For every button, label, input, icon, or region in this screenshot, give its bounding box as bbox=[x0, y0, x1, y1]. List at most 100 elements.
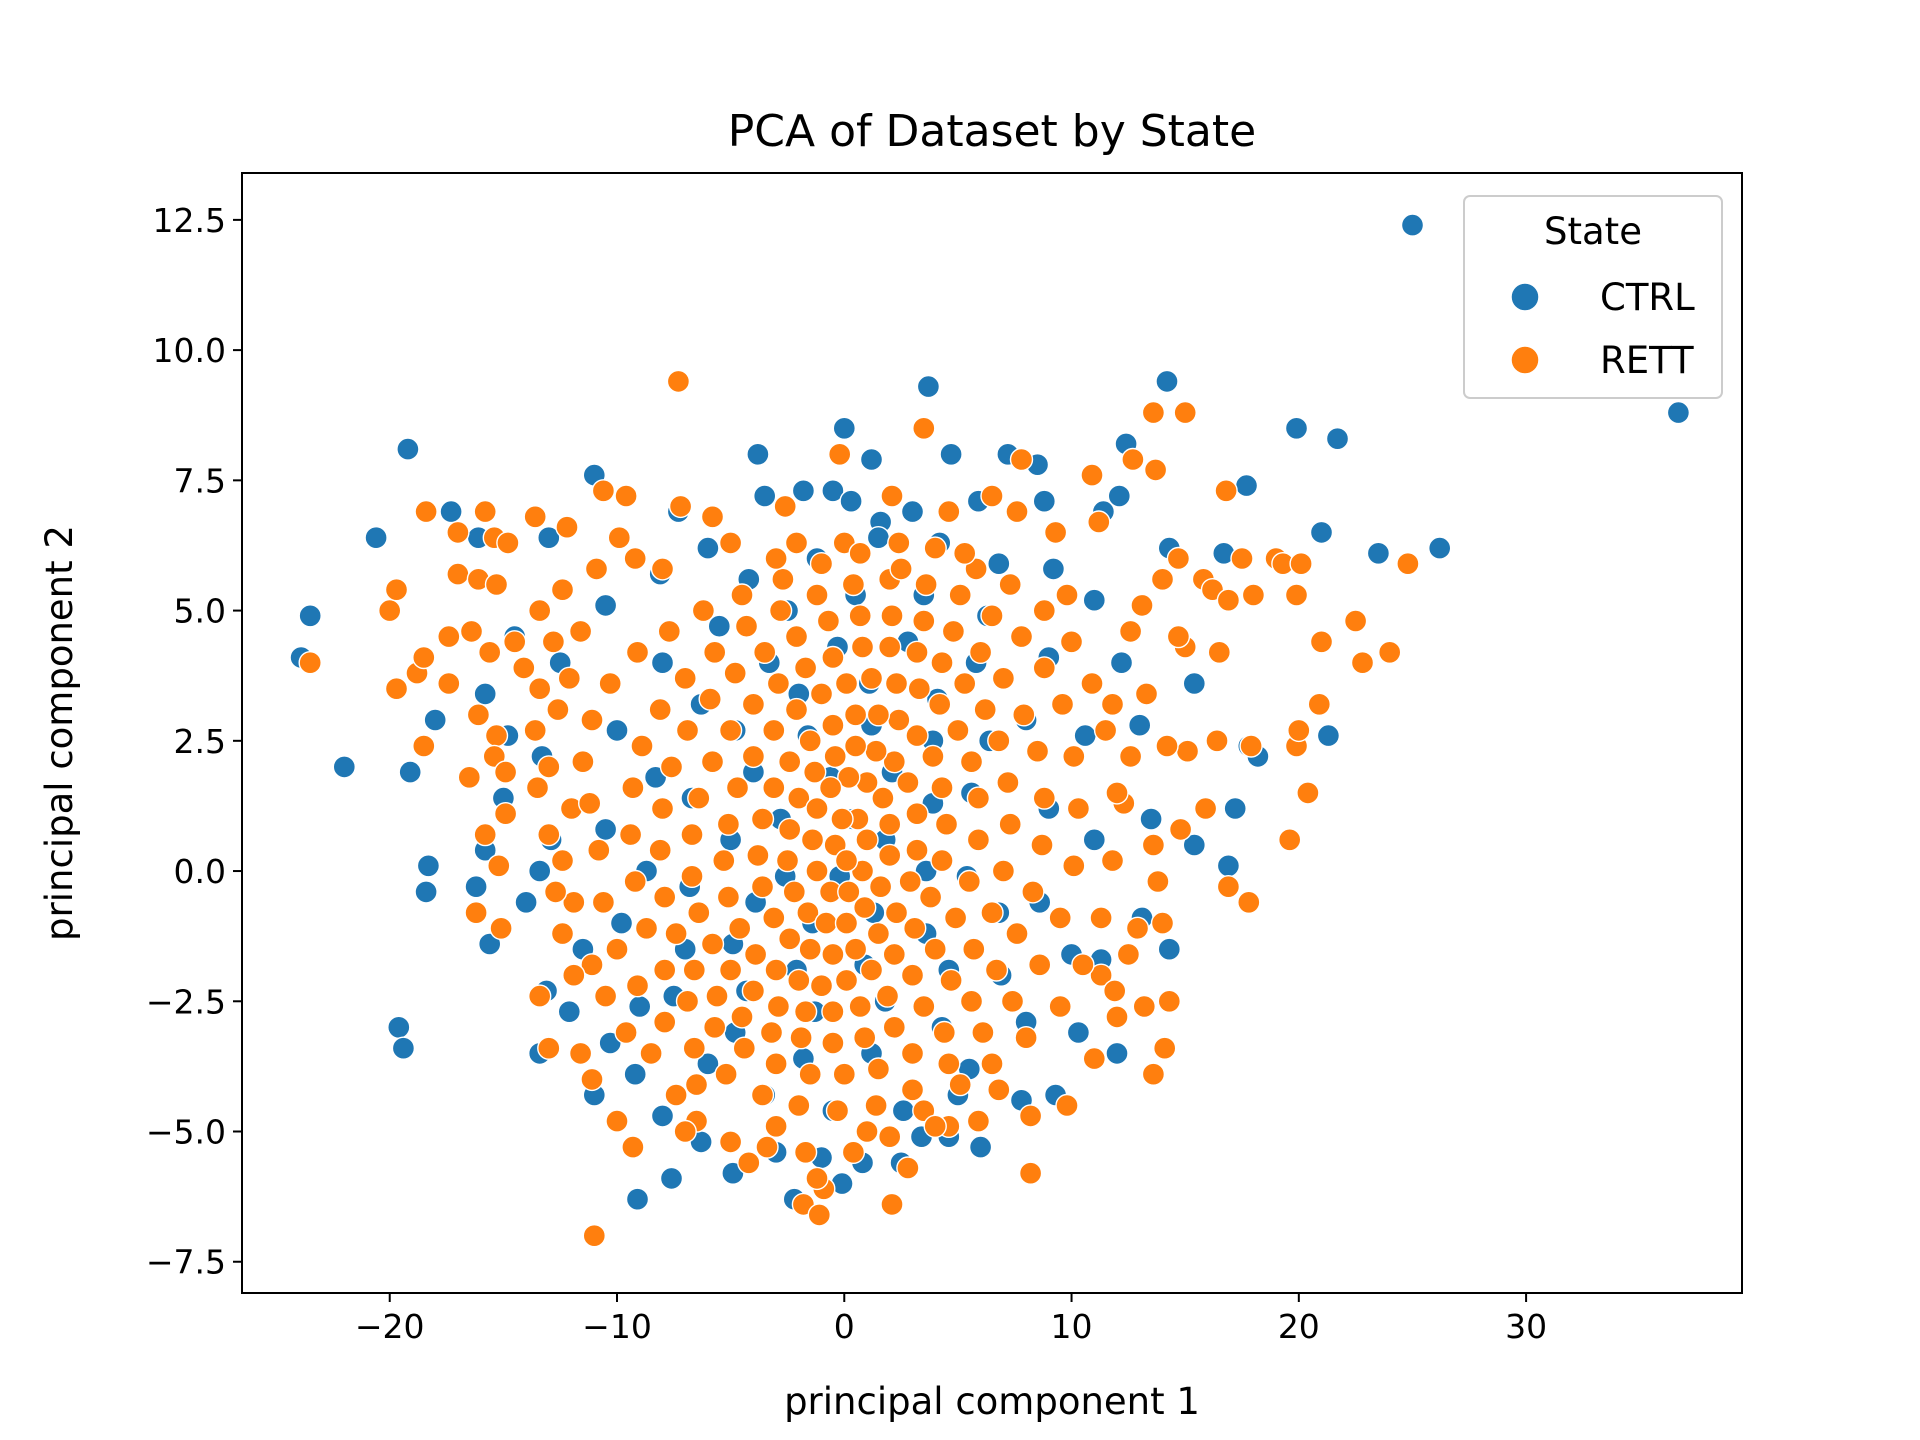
point-rett-383 bbox=[923, 1114, 947, 1139]
y-tick-label: 2.5 bbox=[174, 722, 226, 761]
point-rett-47 bbox=[1307, 692, 1332, 716]
point-rett-311 bbox=[764, 958, 788, 982]
point-rett-360 bbox=[878, 812, 902, 836]
point-rett-12 bbox=[473, 499, 497, 524]
point-rett-254 bbox=[853, 1025, 877, 1050]
point-rett-367 bbox=[805, 859, 829, 883]
point-rett-77 bbox=[528, 984, 552, 1008]
point-rett-227 bbox=[1030, 833, 1054, 857]
point-rett-101 bbox=[1150, 911, 1175, 935]
point-rett-243 bbox=[659, 755, 684, 779]
x-tick-label: 30 bbox=[1505, 1307, 1547, 1346]
point-rett-389 bbox=[1102, 979, 1127, 1003]
point-rett-167 bbox=[691, 598, 716, 623]
point-rett-129 bbox=[525, 776, 550, 800]
legend-label-rett: RETT bbox=[1600, 339, 1694, 382]
point-rett-44 bbox=[1377, 640, 1402, 664]
point-rett-208 bbox=[630, 734, 654, 758]
point-rett-224 bbox=[984, 958, 1009, 982]
point-rett-266 bbox=[930, 651, 954, 675]
point-rett-235 bbox=[880, 604, 904, 628]
point-rett-155 bbox=[1093, 718, 1118, 743]
point-rett-30 bbox=[1166, 546, 1191, 571]
point-rett-378 bbox=[889, 557, 913, 581]
point-rett-98 bbox=[1105, 1005, 1129, 1029]
point-rett-18 bbox=[555, 515, 579, 539]
point-rett-376 bbox=[764, 546, 788, 571]
point-rett-22 bbox=[784, 531, 809, 555]
point-rett-1 bbox=[1173, 400, 1197, 425]
point-ctrl-53 bbox=[1105, 1041, 1129, 1066]
point-rett-43 bbox=[1343, 609, 1368, 633]
point-rett-143 bbox=[793, 1140, 818, 1165]
point-rett-147 bbox=[948, 1072, 972, 1097]
point-rett-117 bbox=[1146, 869, 1170, 894]
point-rett-391 bbox=[1055, 583, 1079, 607]
point-rett-213 bbox=[653, 958, 677, 982]
point-rett-134 bbox=[550, 921, 575, 946]
point-rett-188 bbox=[1000, 989, 1025, 1013]
point-rett-255 bbox=[882, 1015, 906, 1040]
point-rett-71 bbox=[457, 765, 481, 789]
point-rett-343 bbox=[905, 802, 929, 826]
point-ctrl-33 bbox=[391, 1036, 416, 1060]
point-ctrl-46 bbox=[1316, 723, 1341, 748]
point-ctrl-30 bbox=[464, 875, 488, 899]
point-ctrl-52 bbox=[1157, 937, 1182, 961]
point-rett-112 bbox=[1118, 744, 1143, 769]
point-rett-185 bbox=[900, 1078, 925, 1102]
point-ctrl-18 bbox=[1427, 536, 1452, 560]
point-rett-289 bbox=[923, 937, 947, 961]
point-rett-57 bbox=[437, 624, 461, 649]
point-ctrl-23 bbox=[298, 604, 322, 628]
point-ctrl-32 bbox=[387, 1015, 411, 1040]
point-rett-145 bbox=[878, 1124, 902, 1149]
point-rett-333 bbox=[750, 875, 775, 899]
point-rett-347 bbox=[843, 734, 868, 758]
point-ctrl-94 bbox=[1041, 557, 1066, 581]
point-rett-321 bbox=[930, 776, 954, 800]
point-rett-342 bbox=[905, 838, 929, 862]
y-axis-title: principal component 2 bbox=[38, 525, 81, 941]
point-rett-288 bbox=[900, 963, 925, 987]
point-rett-68 bbox=[484, 723, 509, 748]
point-rett-344 bbox=[896, 770, 920, 795]
point-rett-189 bbox=[1027, 953, 1052, 977]
point-rett-102 bbox=[1216, 875, 1241, 899]
y-tick-label: −2.5 bbox=[146, 982, 226, 1021]
point-rett-385 bbox=[568, 619, 593, 644]
point-ctrl-122 bbox=[650, 651, 675, 675]
point-rett-221 bbox=[900, 1041, 925, 1066]
point-ctrl-51 bbox=[1223, 796, 1247, 821]
point-rett-359 bbox=[878, 843, 902, 868]
point-rett-62 bbox=[484, 572, 509, 597]
point-rett-136 bbox=[593, 984, 618, 1008]
point-rett-354 bbox=[796, 901, 820, 925]
legend-marker-ctrl bbox=[1510, 282, 1540, 312]
point-rett-325 bbox=[866, 703, 891, 727]
point-rett-17 bbox=[523, 505, 547, 529]
point-rett-355 bbox=[814, 911, 838, 935]
point-rett-339 bbox=[866, 921, 891, 946]
point-rett-31 bbox=[1230, 546, 1254, 571]
point-rett-267 bbox=[905, 640, 929, 664]
point-ctrl-29 bbox=[414, 880, 438, 904]
point-rett-175 bbox=[591, 890, 616, 914]
point-rett-320 bbox=[934, 812, 959, 836]
point-rett-122 bbox=[550, 578, 575, 602]
point-rett-159 bbox=[998, 572, 1022, 597]
point-rett-133 bbox=[562, 890, 586, 914]
point-rett-313 bbox=[809, 974, 834, 998]
point-rett-223 bbox=[959, 989, 984, 1013]
point-rett-195 bbox=[1032, 656, 1057, 680]
point-rett-328 bbox=[798, 729, 822, 753]
point-rett-7 bbox=[1143, 458, 1168, 482]
y-tick-label: 7.5 bbox=[174, 461, 226, 500]
point-rett-73 bbox=[473, 822, 497, 847]
point-rett-163 bbox=[848, 541, 872, 565]
point-rett-277 bbox=[680, 822, 704, 847]
point-rett-308 bbox=[716, 885, 741, 909]
point-ctrl-101 bbox=[593, 593, 618, 618]
point-rett-70 bbox=[493, 760, 518, 784]
plot-frame bbox=[241, 172, 1743, 1294]
